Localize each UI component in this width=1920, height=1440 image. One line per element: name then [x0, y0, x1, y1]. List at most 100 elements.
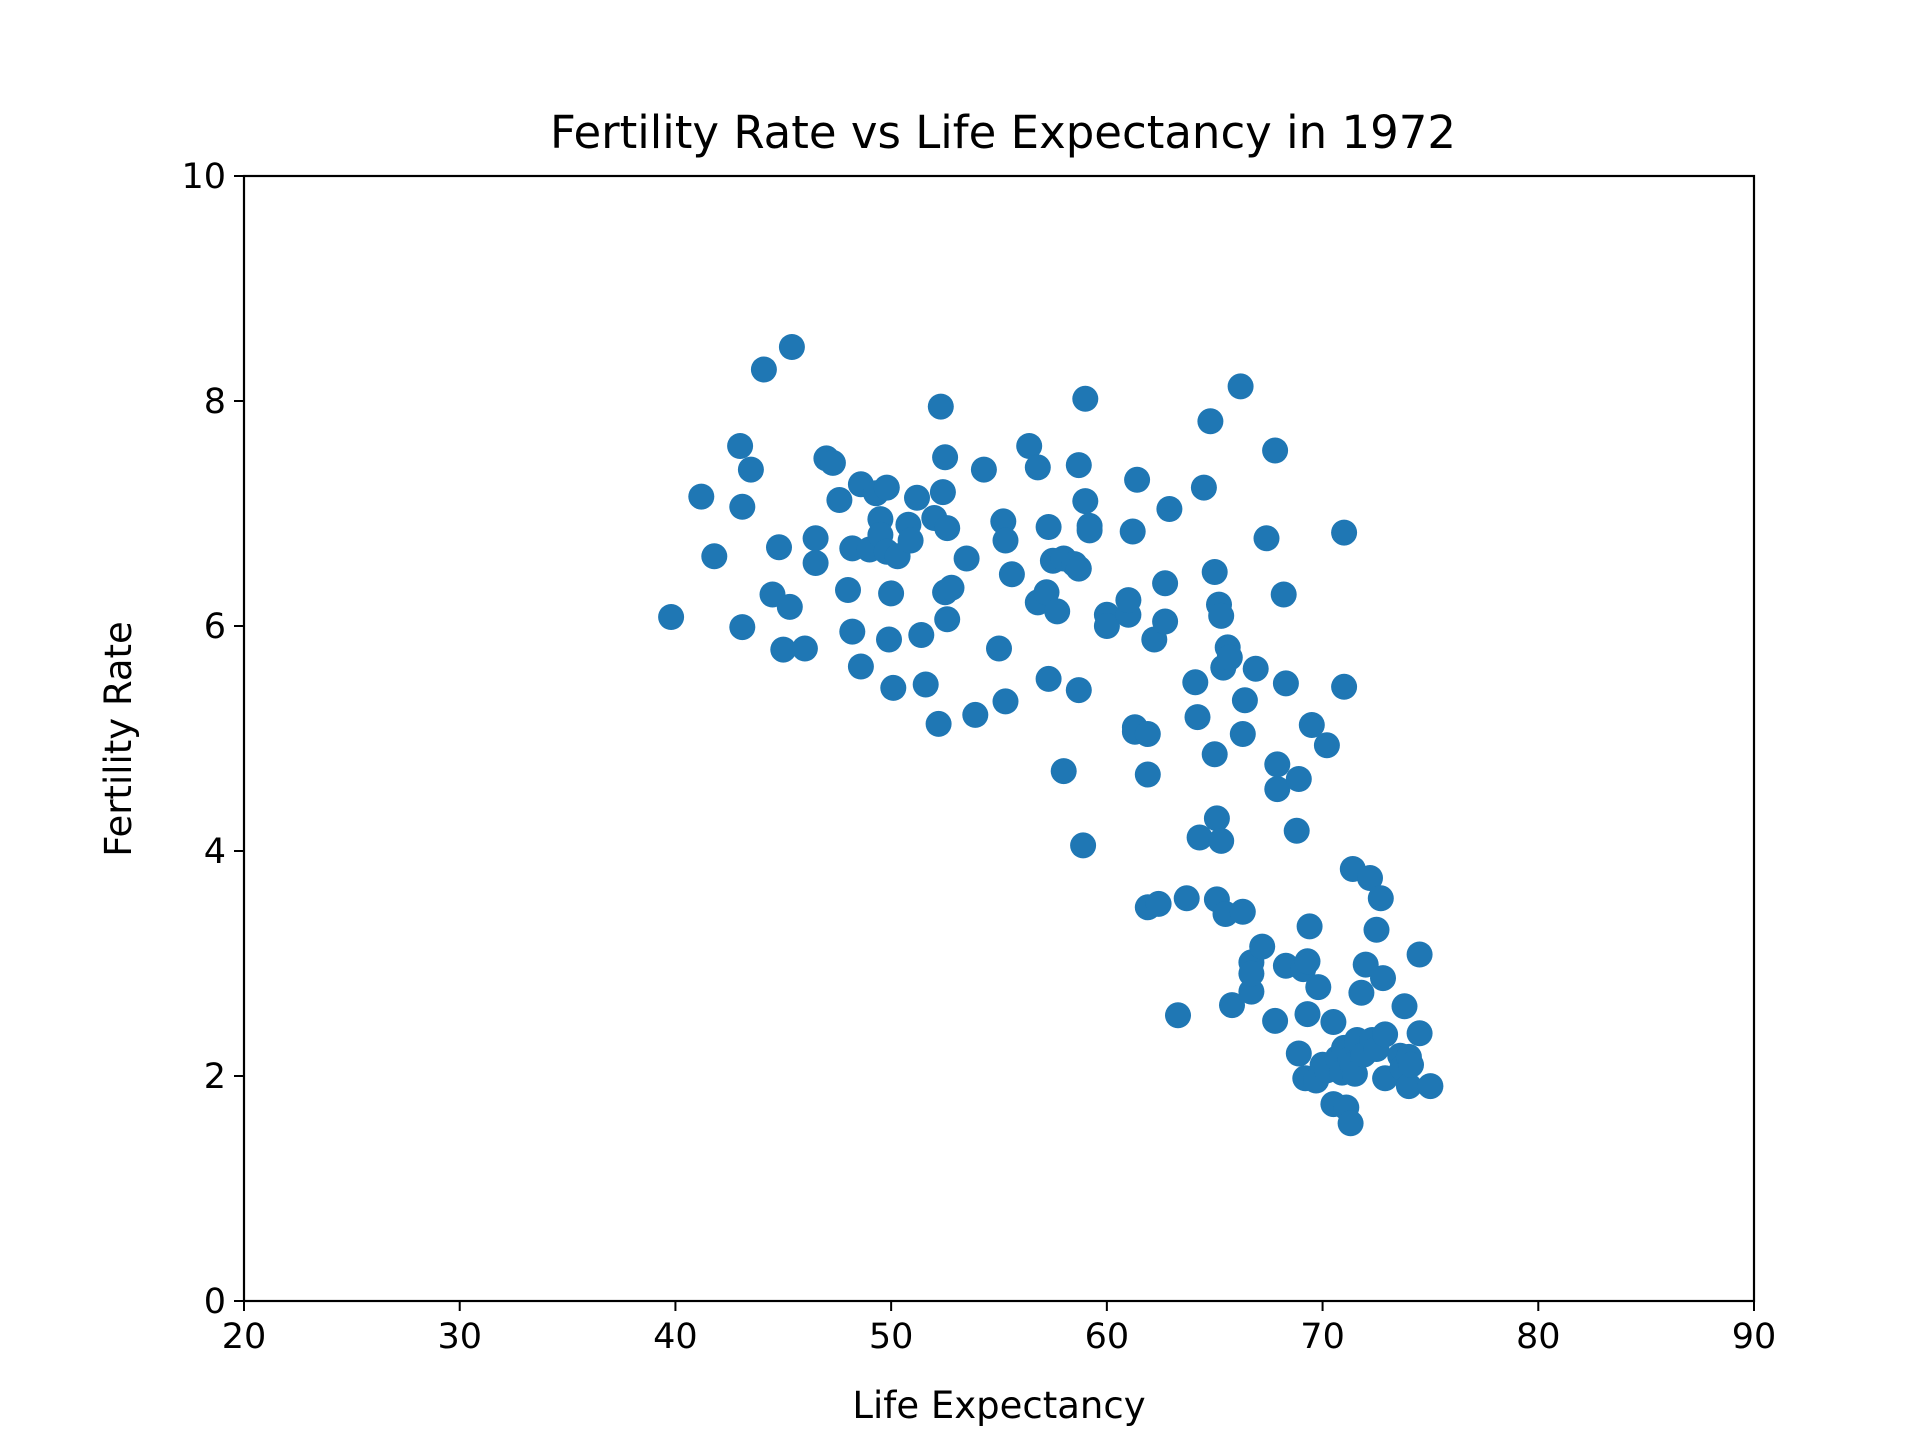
y-tick-label: 10: [181, 157, 226, 197]
data-point-41: [927, 393, 954, 420]
data-point-72: [1072, 488, 1099, 515]
y-tick-label: 6: [204, 607, 226, 647]
data-point-3: [727, 433, 754, 459]
y-axis: 0 2 4 6 8 10: [181, 157, 244, 1322]
data-point-112: [1229, 721, 1256, 747]
data-point-61: [1035, 514, 1062, 540]
data-point-88: [1152, 570, 1179, 597]
data-point-135: [1298, 712, 1325, 738]
data-point-82: [1124, 466, 1151, 493]
data-point-60: [1035, 665, 1062, 692]
data-point-30: [876, 626, 902, 653]
x-tick-label: 60: [1085, 1317, 1130, 1357]
data-point-83: [1134, 721, 1161, 747]
data-point-121: [1262, 1007, 1289, 1034]
data-point-132: [1294, 948, 1321, 975]
data-point-65: [1050, 758, 1077, 785]
data-point-84: [1134, 761, 1161, 788]
data-point-36: [904, 484, 930, 511]
data-point-59: [1033, 579, 1060, 606]
data-point-31: [878, 580, 905, 607]
y-axis-label: Fertility Rate: [97, 621, 140, 857]
data-point-127: [1283, 817, 1310, 844]
data-point-68: [1065, 452, 1092, 479]
data-point-23: [847, 653, 874, 680]
data-point-48: [953, 545, 980, 572]
data-point-49: [962, 701, 989, 728]
x-tick-label: 40: [653, 1317, 698, 1357]
data-point-6: [737, 456, 764, 483]
data-point-163: [1370, 965, 1396, 992]
data-point-17: [819, 449, 846, 476]
data-point-52: [990, 508, 1017, 535]
data-point-171: [1398, 1051, 1424, 1078]
chart-title: Fertility Rate vs Life Expectancy in 197…: [550, 106, 1456, 159]
x-tick-label: 50: [869, 1317, 914, 1357]
data-point-43: [932, 444, 959, 471]
data-point-32: [880, 674, 907, 701]
data-point-137: [1305, 974, 1332, 1001]
data-point-90: [1156, 496, 1183, 522]
data-point-76: [1093, 613, 1120, 639]
y-tick-label: 0: [204, 1282, 226, 1322]
data-point-146: [1331, 673, 1358, 700]
data-point-122: [1264, 751, 1291, 778]
data-point-92: [1173, 885, 1200, 912]
data-point-35: [897, 527, 924, 554]
data-points: [658, 334, 1444, 1137]
data-point-174: [1417, 1073, 1444, 1100]
y-tick-label: 2: [204, 1057, 226, 1097]
data-point-18: [826, 487, 853, 513]
data-point-133: [1294, 1001, 1321, 1028]
data-point-172: [1406, 1020, 1433, 1047]
plot-frame: [242, 174, 1756, 1303]
x-tick-label: 20: [222, 1317, 267, 1357]
data-point-63: [1044, 598, 1071, 625]
data-point-55: [998, 561, 1025, 588]
data-point-124: [1270, 581, 1297, 608]
data-point-45: [934, 515, 961, 542]
data-point-93: [1182, 669, 1209, 696]
data-point-7: [750, 356, 777, 383]
data-point-12: [778, 334, 805, 360]
data-point-28: [873, 474, 900, 501]
data-point-78: [1115, 587, 1142, 614]
data-point-40: [925, 710, 952, 737]
data-point-4: [729, 493, 756, 520]
data-point-120: [1262, 437, 1289, 464]
data-point-118: [1249, 933, 1276, 960]
data-point-50: [970, 456, 997, 483]
data-point-70: [1070, 832, 1097, 859]
data-point-0: [658, 604, 685, 630]
data-point-129: [1285, 1040, 1312, 1067]
data-point-46: [934, 606, 961, 633]
data-point-134: [1296, 913, 1323, 940]
data-point-95: [1186, 824, 1213, 851]
data-point-168: [1391, 993, 1418, 1020]
data-point-108: [1216, 644, 1243, 671]
data-point-9: [766, 534, 792, 561]
data-point-11: [776, 593, 803, 620]
data-point-162: [1367, 885, 1394, 912]
x-axis-label: Life Expectancy: [852, 1384, 1145, 1427]
data-point-10: [770, 636, 797, 663]
data-point-13: [791, 635, 818, 662]
data-point-123: [1264, 776, 1291, 803]
data-point-98: [1201, 559, 1228, 585]
data-point-149: [1337, 1110, 1364, 1137]
x-tick-label: 80: [1516, 1317, 1561, 1357]
data-point-97: [1197, 408, 1224, 435]
x-tick-label: 90: [1732, 1317, 1777, 1357]
data-point-67: [1065, 555, 1092, 582]
data-point-57: [1024, 454, 1051, 481]
data-point-56: [1016, 433, 1043, 459]
data-point-141: [1320, 1009, 1347, 1035]
data-point-53: [992, 527, 1019, 554]
data-point-117: [1242, 655, 1269, 682]
data-point-103: [1208, 602, 1235, 629]
y-tick-label: 8: [204, 382, 226, 422]
data-point-2: [701, 543, 728, 570]
data-point-1: [688, 483, 715, 510]
